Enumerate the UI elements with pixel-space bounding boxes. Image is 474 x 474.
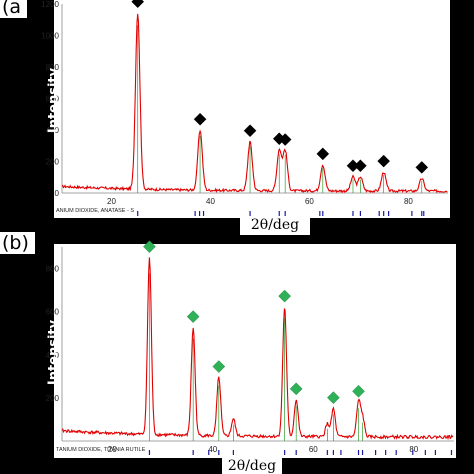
peak-marker — [212, 360, 226, 373]
x-tick-label: 20 — [108, 445, 117, 454]
x-tick-label: 40 — [206, 197, 215, 206]
diffraction-pattern — [62, 13, 448, 194]
y-tick-label: 400 — [46, 126, 60, 135]
chart-a-svg: 0 200 400 600 800 1000 1200 20 40 60 80 ANIUM DIOXI… — [41, 0, 450, 218]
x-tick-label: 40 — [208, 445, 217, 454]
y-tick-label: 600 — [46, 308, 60, 317]
peak-marker — [278, 133, 292, 146]
reference-phase-label: ANIUM DIOXIDE, ANATASE - S — [56, 208, 134, 214]
x-tick-label: 60 — [309, 445, 318, 454]
y-tick-label: 600 — [46, 95, 60, 104]
chart-b-ylabel: Intensity — [46, 319, 62, 386]
peak-marker — [243, 124, 257, 138]
peak-marker — [289, 382, 303, 396]
peak-marker — [131, 0, 145, 9]
y-tick-label: 200 — [46, 158, 60, 167]
peak-marker — [193, 112, 207, 126]
plot-area — [54, 244, 456, 458]
y-tick-label: 1000 — [41, 32, 59, 41]
x-tick-label: 60 — [305, 197, 314, 206]
peak-marker — [143, 240, 156, 254]
reference-phase-label: TANIUM DIOXIDE, TITANIA RUTILE — [56, 447, 146, 453]
peak-marker — [352, 384, 365, 398]
x-tick-label: 80 — [404, 197, 413, 206]
plot-area — [54, 0, 450, 218]
peak-marker — [278, 289, 291, 303]
chart-a-xlabel: 2θ/deg — [240, 217, 310, 235]
y-tick-label: 400 — [46, 351, 60, 360]
chart-b-svg: 200 400 600 800 20 40 60 80 TANIUM DIOXIDE, TITA… — [46, 240, 456, 458]
y-tick-label: 1200 — [41, 0, 59, 9]
x-tick-label: 20 — [107, 197, 116, 206]
y-tick-label: 800 — [46, 63, 60, 72]
y-tick-label: 800 — [46, 265, 60, 274]
panel-b-label: (b) — [0, 232, 35, 254]
peak-marker — [316, 147, 330, 161]
peak-marker — [186, 310, 200, 323]
chart-panel-b: 200 400 600 800 20 40 60 80 TANIUM DIOXIDE, TITA… — [0, 230, 474, 474]
y-tick-label: 200 — [46, 394, 60, 403]
peak-marker — [415, 161, 429, 174]
chart-b-xlabel: 2θ/deg — [222, 458, 282, 474]
peak-marker — [354, 159, 367, 173]
x-tick-label: 80 — [409, 445, 418, 454]
diffraction-pattern — [61, 257, 454, 441]
panel-a-label: (a — [0, 0, 28, 18]
peak-marker — [377, 154, 391, 168]
chart-a-ylabel: Intensity — [46, 67, 62, 134]
peak-marker — [327, 391, 340, 405]
y-tick-label: 0 — [55, 189, 60, 198]
chart-panel-a: 0 200 400 600 800 1000 1200 20 40 60 80 ANIUM DIOXI… — [0, 0, 474, 235]
